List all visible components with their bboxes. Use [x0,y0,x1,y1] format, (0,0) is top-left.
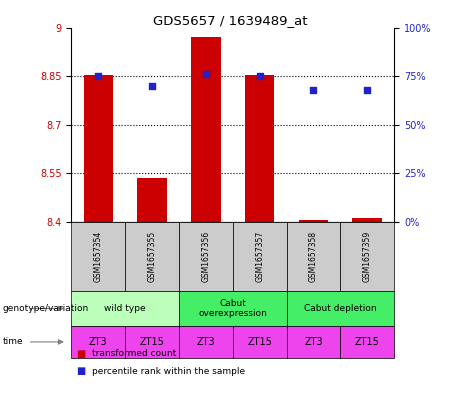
Point [202,71,210,77]
Point [148,83,156,89]
Text: ZT3: ZT3 [89,337,108,347]
Text: transformed count: transformed count [92,349,177,358]
Text: Cabut depletion: Cabut depletion [304,304,377,313]
Text: ZT3: ZT3 [304,337,323,347]
Text: ZT15: ZT15 [355,337,380,347]
Text: GDS5657 / 1639489_at: GDS5657 / 1639489_at [153,14,308,27]
Text: ■: ■ [76,366,85,376]
Text: wild type: wild type [105,304,146,313]
Text: Cabut
overexpression: Cabut overexpression [198,299,267,318]
Text: ZT15: ZT15 [140,337,165,347]
Text: GSM1657359: GSM1657359 [363,231,372,282]
Text: ZT3: ZT3 [196,337,215,347]
Point [256,73,263,79]
Text: time: time [2,338,23,346]
Bar [353,218,382,222]
Text: percentile rank within the sample: percentile rank within the sample [92,367,245,376]
Text: GSM1657358: GSM1657358 [309,231,318,282]
Text: genotype/variation: genotype/variation [2,304,89,313]
Text: GSM1657354: GSM1657354 [94,231,103,282]
Text: ZT15: ZT15 [247,337,272,347]
Text: GSM1657357: GSM1657357 [255,231,264,282]
Bar [245,75,274,222]
Bar [137,178,167,222]
Text: ■: ■ [76,349,85,359]
Point [364,86,371,93]
Bar [83,75,113,222]
Bar [299,220,328,222]
Point [95,73,102,79]
Point [310,86,317,93]
Text: GSM1657355: GSM1657355 [148,231,157,282]
Text: GSM1657356: GSM1657356 [201,231,210,282]
Bar [191,37,221,222]
